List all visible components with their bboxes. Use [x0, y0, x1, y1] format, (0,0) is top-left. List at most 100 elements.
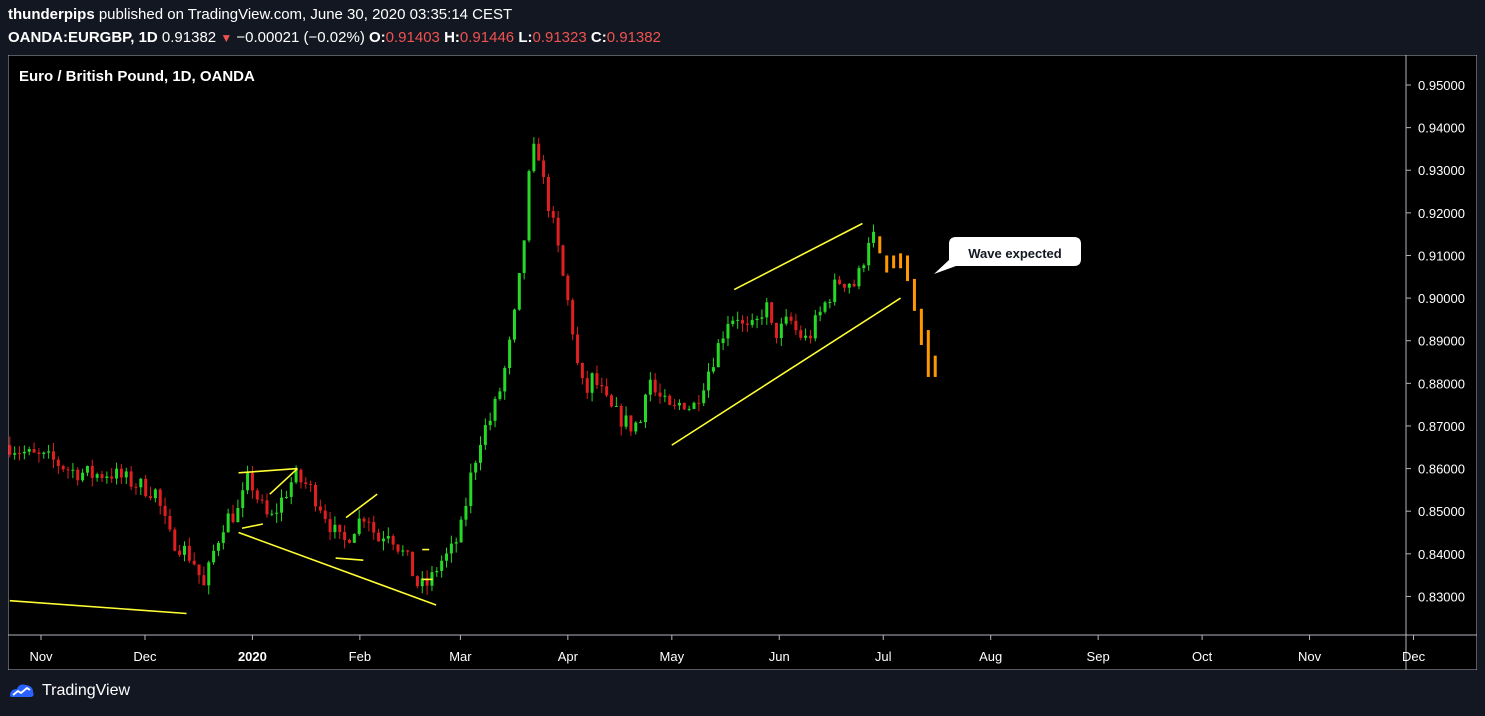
- trend-line: [238, 467, 298, 474]
- candle-up: [857, 268, 861, 287]
- candle-up: [813, 315, 817, 339]
- candle-down: [255, 490, 259, 500]
- candle-up: [663, 395, 667, 397]
- candle-up: [692, 402, 696, 409]
- candle-down: [309, 483, 313, 485]
- candle-up: [381, 538, 385, 542]
- candle-down: [231, 513, 235, 523]
- candle-down: [566, 275, 570, 301]
- candle-down: [328, 519, 332, 533]
- candle-up: [386, 536, 390, 539]
- brand-name: TradingView: [42, 682, 131, 699]
- symbol-label: OANDA:EURGBP, 1D: [8, 29, 158, 46]
- candle-down: [610, 395, 614, 407]
- candle-down: [425, 578, 429, 586]
- candle-down: [556, 217, 560, 246]
- candle-up: [71, 469, 75, 471]
- candle-up: [731, 320, 735, 324]
- trend-line: [345, 493, 378, 519]
- candle-down: [658, 392, 662, 397]
- candle-down: [202, 575, 206, 586]
- time-tick-label: Oct: [1192, 649, 1213, 664]
- candle-up: [643, 394, 647, 423]
- candle-down: [129, 471, 133, 487]
- close-value: 0.91382: [606, 29, 661, 46]
- candle-up: [527, 171, 531, 241]
- price-tick-label: 0.91000: [1418, 248, 1465, 263]
- projected-candle: [885, 255, 889, 273]
- candle-down: [299, 469, 303, 483]
- candle-up: [333, 524, 337, 533]
- price-change: −0.00021 (−0.02%): [236, 29, 365, 46]
- candle-down: [265, 500, 269, 515]
- candle-down: [144, 478, 148, 497]
- price-axis[interactable]: 0.95000 0.94000 0.93000 0.92000 0.91000 0.900…: [1406, 78, 1465, 604]
- price-tick-label: 0.84000: [1418, 547, 1465, 562]
- candle-down: [192, 560, 196, 565]
- candle-down: [90, 465, 94, 478]
- candle-up: [212, 550, 216, 563]
- time-tick-label: 2020: [238, 649, 267, 664]
- candle-up: [707, 371, 711, 391]
- candle-down: [580, 362, 584, 379]
- time-axis[interactable]: Nov Dec 2020 Feb Mar Apr May Jun Jul Aug Sep Oct Nov…: [29, 635, 1426, 664]
- trend-drawings[interactable]: [9, 222, 902, 615]
- candle-down: [51, 451, 55, 460]
- down-triangle-icon: ▼: [220, 31, 233, 45]
- candle-down: [163, 505, 167, 516]
- candle-up: [449, 543, 453, 554]
- tradingview-brand[interactable]: TradingView: [8, 682, 130, 700]
- candle-up: [517, 272, 521, 310]
- candle-down: [682, 402, 686, 410]
- candle-up: [677, 402, 681, 406]
- candle-up: [711, 367, 715, 372]
- candle-down: [415, 576, 419, 587]
- candle-down: [576, 334, 580, 363]
- candle-down: [260, 499, 264, 501]
- candle-down: [134, 486, 138, 488]
- candle-down: [741, 319, 745, 324]
- ohlc-line: OANDA:EURGBP, 1D 0.91382 ▼ −0.00021 (−0.…: [8, 29, 661, 46]
- candle-down: [377, 532, 381, 542]
- candle-up: [634, 422, 638, 432]
- candle-up: [508, 339, 512, 368]
- candle-up: [221, 532, 225, 543]
- candle-up: [590, 373, 594, 393]
- candle-down: [178, 550, 182, 555]
- time-tick-label: Jun: [769, 649, 790, 664]
- candle-up: [81, 472, 85, 481]
- candle-up: [440, 560, 444, 571]
- candle-down: [372, 522, 376, 533]
- candle-up: [139, 478, 143, 488]
- time-tick-label: Nov: [29, 649, 53, 664]
- published-text: published on TradingView.com, June 30, 2…: [98, 6, 513, 23]
- trend-line: [335, 557, 364, 562]
- candle-down: [629, 415, 633, 432]
- candle-down: [197, 564, 201, 576]
- projected-candle: [899, 253, 903, 269]
- time-tick-label: Nov: [1298, 649, 1322, 664]
- candle-up: [236, 508, 240, 523]
- candle-up: [804, 335, 808, 338]
- projected-candle: [933, 355, 937, 377]
- candle-down: [595, 373, 599, 386]
- candle-down: [852, 283, 856, 287]
- time-tick-label: May: [660, 649, 685, 664]
- candle-down: [100, 474, 104, 479]
- low-label: L:: [518, 29, 533, 46]
- trend-line: [733, 222, 863, 291]
- candle-up: [153, 489, 157, 499]
- candle-up: [847, 283, 851, 288]
- wave-expected-callout[interactable]: Wave expected: [934, 237, 1081, 274]
- candle-down: [338, 524, 342, 532]
- price-chart[interactable]: 0.95000 0.94000 0.93000 0.92000 0.91000 0.900…: [8, 55, 1477, 670]
- projected-candle: [919, 308, 923, 345]
- price-tick-label: 0.95000: [1418, 78, 1465, 93]
- candle-down: [119, 468, 123, 478]
- author-name: thunderpips: [8, 6, 95, 23]
- candle-down: [668, 395, 672, 405]
- candle-down: [842, 283, 846, 288]
- candle-up: [867, 242, 871, 266]
- candle-up: [27, 449, 31, 452]
- candle-down: [250, 472, 254, 491]
